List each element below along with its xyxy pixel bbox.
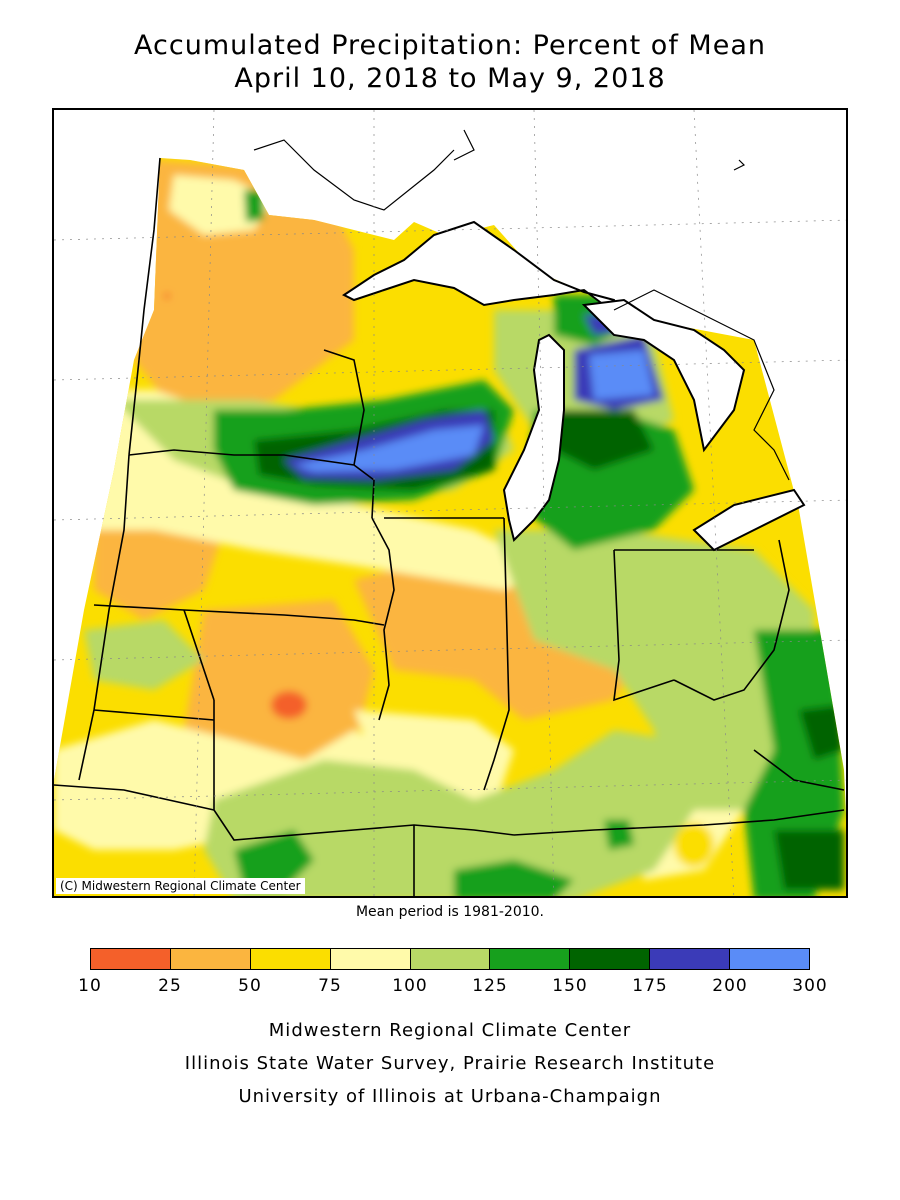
- mean-period-note: Mean period is 1981-2010.: [355, 904, 545, 920]
- legend-tick-label: 300: [792, 976, 828, 996]
- color-legend: [90, 948, 810, 970]
- great-lakes: [342, 220, 806, 552]
- credit-line-1: Midwestern Regional Climate Center: [268, 1020, 632, 1041]
- credit-line-3: University of Illinois at Urbana-Champai…: [238, 1086, 662, 1107]
- legend-tick-labels: 10 25 50 75 100 125 150 175 200 300: [0, 976, 900, 1000]
- legend-swatch: [650, 949, 731, 969]
- copyright-note: (C) Midwestern Regional Climate Center: [56, 878, 305, 894]
- legend-swatch: [410, 949, 491, 969]
- precipitation-color-field: [54, 158, 846, 896]
- legend-swatch: [91, 949, 171, 969]
- legend-swatch: [330, 949, 411, 969]
- legend-swatch: [250, 949, 331, 969]
- legend-swatch: [170, 949, 251, 969]
- legend-tick-label: 25: [158, 976, 182, 996]
- map-title-line-2: April 10, 2018 to May 9, 2018: [234, 63, 666, 94]
- precipitation-map: (C) Midwestern Regional Climate Center: [52, 108, 848, 898]
- state-borders: [54, 157, 845, 896]
- map-title-line-1: Accumulated Precipitation: Percent of Me…: [134, 30, 766, 61]
- credit-line-2: Illinois State Water Survey, Prairie Res…: [184, 1053, 716, 1074]
- legend-swatch: [490, 949, 571, 969]
- legend-tick-label: 100: [392, 976, 428, 996]
- legend-tick-label: 175: [632, 976, 668, 996]
- legend-tick-label: 150: [552, 976, 588, 996]
- legend-tick-label: 200: [712, 976, 748, 996]
- map-graphic: [54, 110, 846, 896]
- legend-tick-label: 75: [318, 976, 342, 996]
- legend-swatch: [570, 949, 651, 969]
- legend-tick-label: 10: [78, 976, 102, 996]
- legend-tick-label: 125: [472, 976, 508, 996]
- canada-coastline: [253, 129, 790, 481]
- legend-tick-label: 50: [238, 976, 262, 996]
- legend-swatch: [730, 949, 810, 969]
